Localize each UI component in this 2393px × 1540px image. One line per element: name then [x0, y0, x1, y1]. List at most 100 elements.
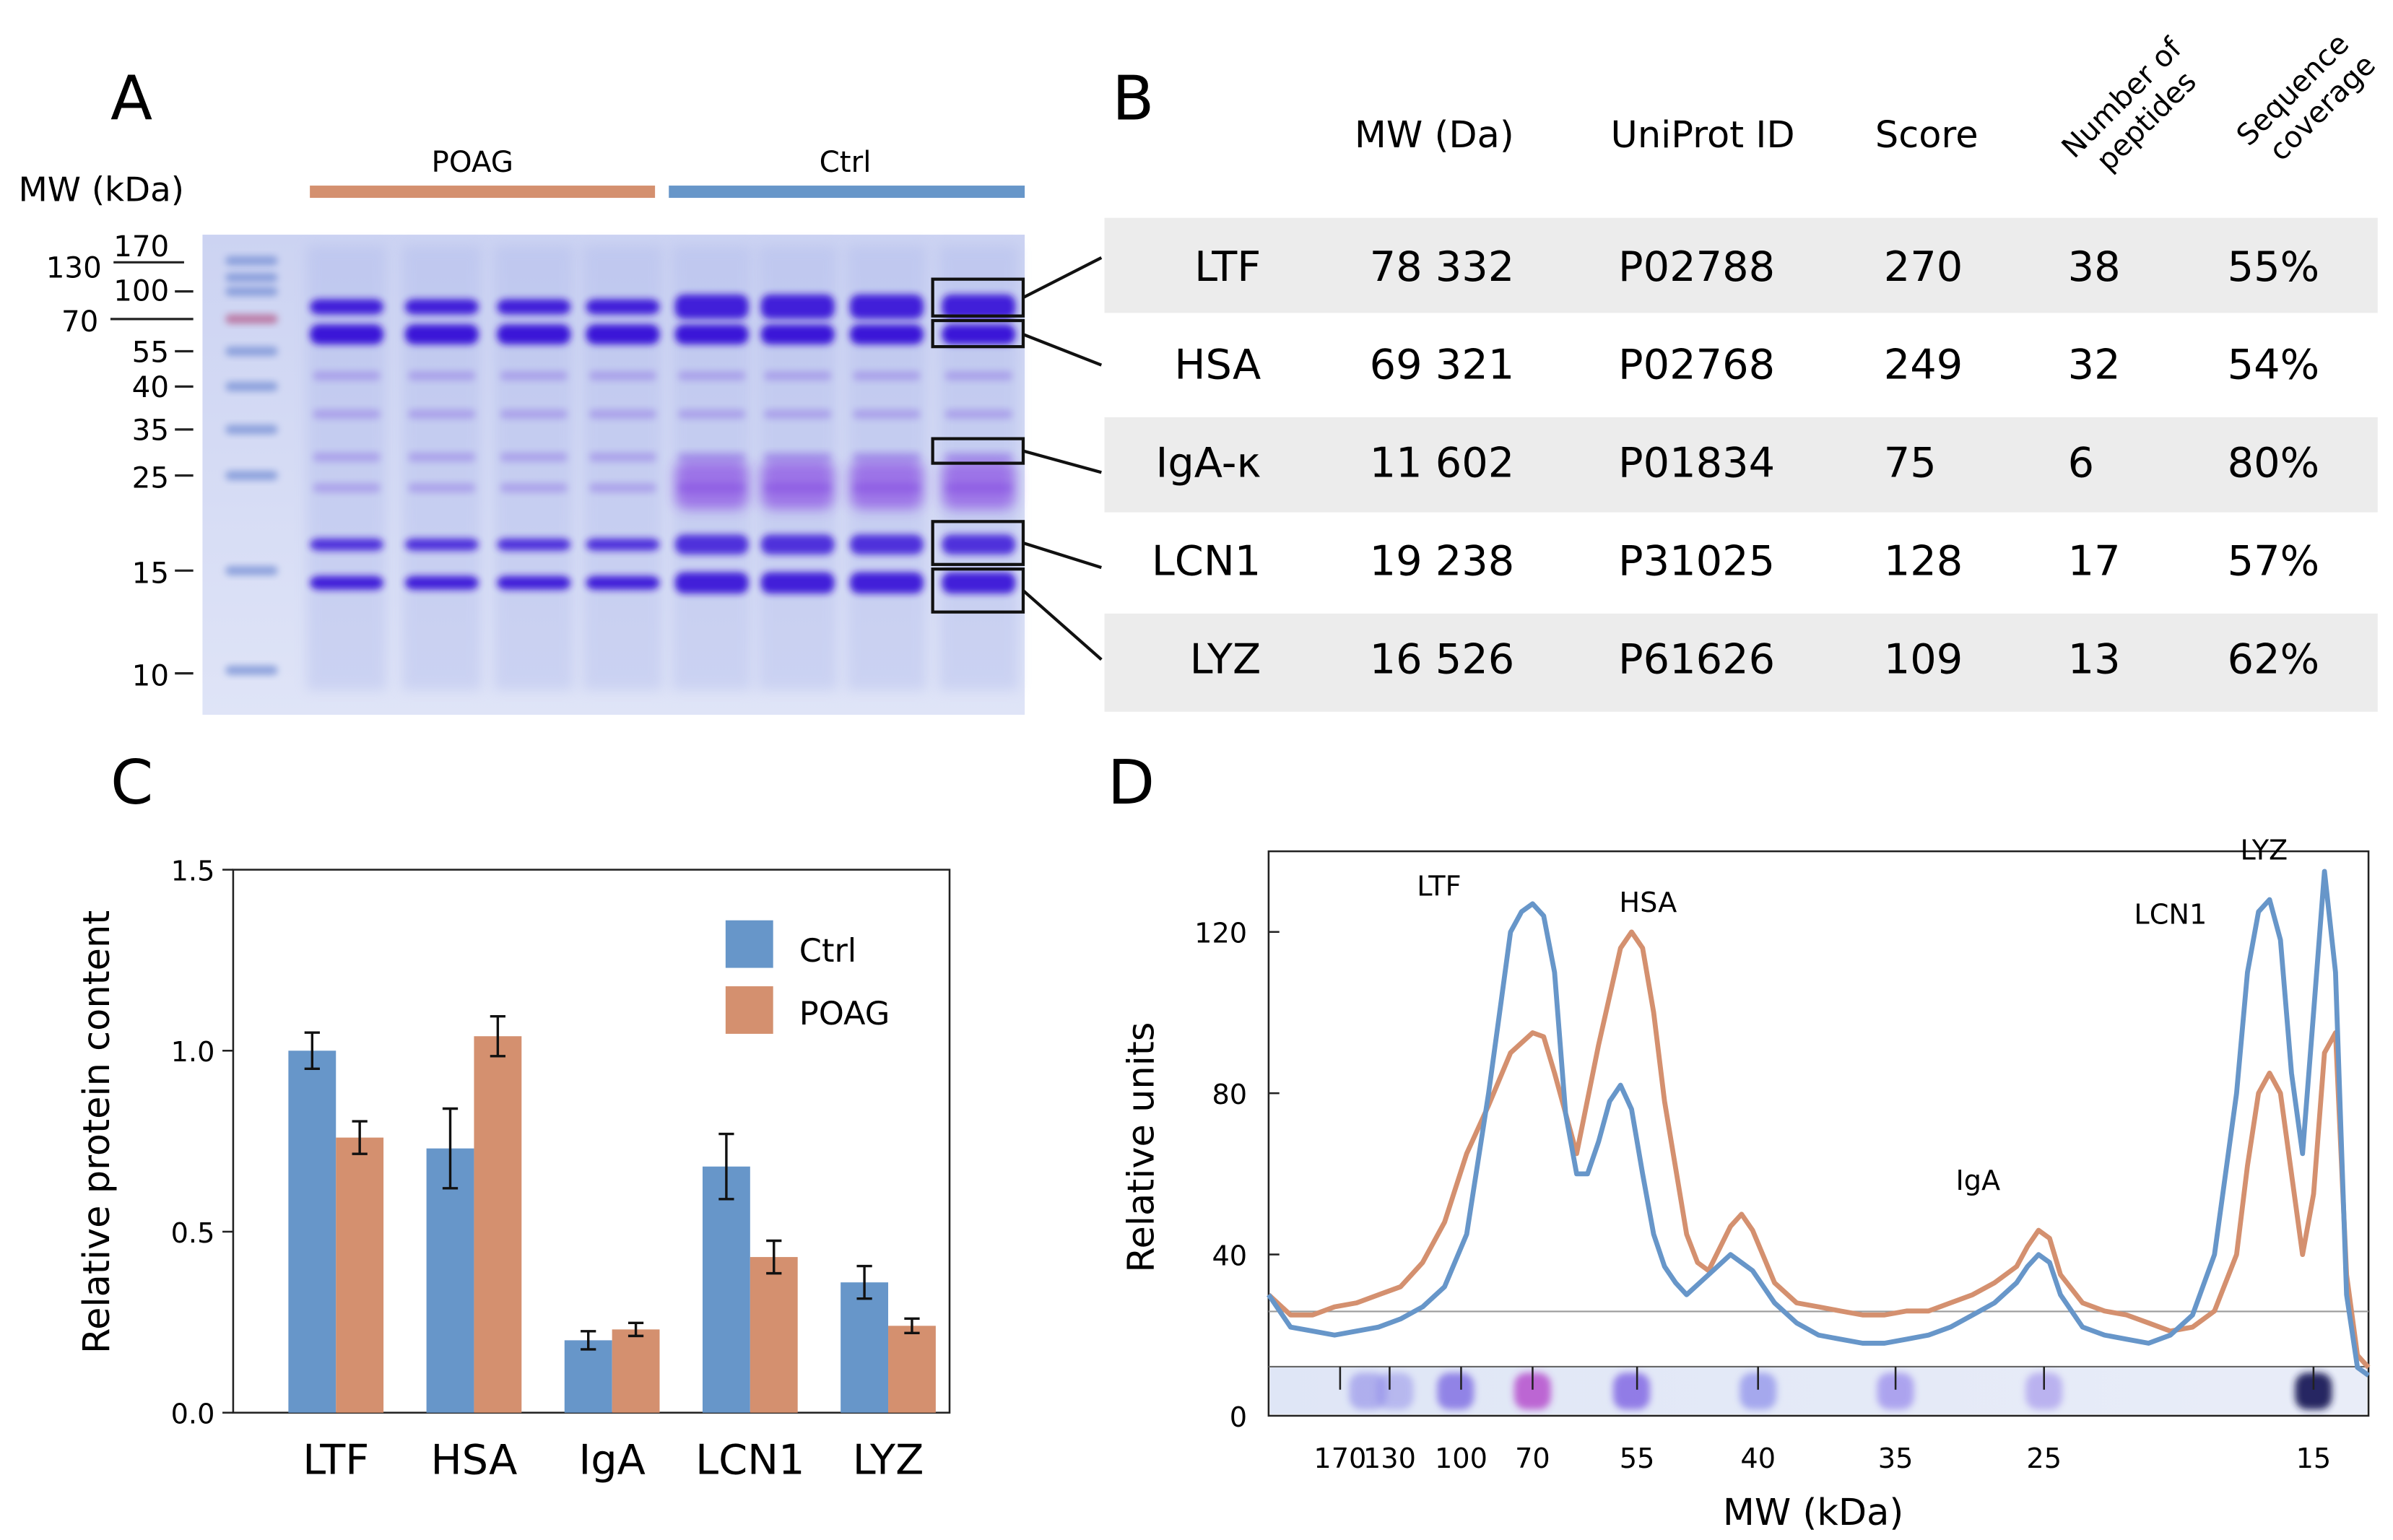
bar-chart-panel: Relative protein content 0.0 0.5 1.0 1.5 LT…	[76, 856, 951, 1484]
gel-band-faint	[589, 483, 657, 492]
bar-chart-bars	[288, 1014, 936, 1413]
line-chart-ytick-label: 80	[1212, 1079, 1247, 1111]
gel-band-smear	[760, 460, 835, 510]
gel-band	[404, 538, 479, 551]
gel-band-faint	[313, 483, 381, 492]
gel-band-faint	[763, 409, 832, 419]
peak-label-iga: IgA	[1955, 1165, 2000, 1197]
table-cell-uniprot: P02768	[1618, 341, 1775, 389]
line-chart-xtick-label: 100	[1435, 1443, 1488, 1475]
gel-band-faint	[589, 452, 657, 462]
gel-band-faint	[763, 452, 832, 462]
table-cell-score: 270	[1884, 243, 1963, 291]
line-chart-frame	[1267, 850, 2370, 1417]
line-series-poag	[1267, 929, 2371, 1370]
line-chart-xtick-label: 35	[1878, 1443, 1914, 1475]
table-band	[1104, 217, 2378, 313]
leader-line-ltf	[1022, 256, 1103, 300]
gel-band	[760, 572, 835, 594]
gel-band	[404, 324, 479, 344]
line-chart-xlabel: MW (kDa)	[1723, 1492, 1903, 1534]
gel-ladder-band	[225, 666, 278, 675]
bar-ctrl-iga	[564, 1340, 612, 1413]
table-cell-uniprot: P02788	[1618, 243, 1775, 291]
line-chart-xtick-label: 130	[1363, 1443, 1416, 1475]
gel-band-faint	[853, 452, 921, 462]
gel-band	[586, 538, 660, 551]
line-chart-ytick-label: 0	[1230, 1402, 1247, 1434]
bar-poag-iga	[612, 1329, 660, 1413]
panel-d-label: D	[1108, 747, 1155, 819]
legend-swatch-poag	[725, 986, 773, 1034]
gel-lane-smear	[583, 245, 663, 691]
table-cell-coverage: 62%	[2228, 635, 2319, 684]
gel-strip-band	[1376, 1372, 1414, 1410]
peak-label-lcn1: LCN1	[2134, 900, 2207, 931]
table-cell-peptides: 6	[2068, 439, 2094, 487]
bar-ctrl-lcn1	[702, 1166, 750, 1413]
gel-band-faint	[853, 371, 921, 380]
gel-marker-70: 70	[61, 305, 98, 339]
gel-band	[674, 294, 749, 319]
table-band	[1104, 613, 2378, 712]
leader-line-lcn1	[1022, 541, 1102, 570]
table-cell-name: LTF	[1194, 243, 1261, 291]
leader-line-iga	[1022, 449, 1102, 474]
panel-c-label: C	[110, 747, 153, 819]
peak-label-ltf: LTF	[1417, 871, 1461, 903]
table-cell-name: LCN1	[1152, 537, 1261, 586]
gel-strip-band	[1513, 1372, 1551, 1410]
gel-band-faint	[408, 452, 476, 462]
gel-ladder-band	[225, 565, 278, 575]
line-chart-xtick-label: 70	[1515, 1443, 1550, 1475]
peak-label-lyz: LYZ	[2240, 835, 2288, 866]
gel-marker-35: 35	[132, 414, 169, 448]
table-cell-mw: 11 602	[1370, 439, 1515, 487]
table-header-coverage: Sequence coverage	[2230, 27, 2382, 168]
gel-band-faint	[677, 371, 746, 380]
gel-strip-band	[2295, 1372, 2332, 1410]
gel-band-faint	[408, 483, 476, 492]
gel-band-faint	[677, 409, 746, 419]
gel-ladder-band	[225, 287, 278, 297]
gel-band	[674, 572, 749, 594]
gel-band	[849, 294, 924, 319]
line-chart-xtick-label: 40	[1740, 1443, 1776, 1475]
table-cell-uniprot: P01834	[1618, 439, 1775, 487]
gel-band-faint	[313, 452, 381, 462]
bar-chart-ytick-label: 0.0	[171, 1399, 215, 1431]
gel-band	[404, 575, 479, 590]
legend-swatch-ctrl	[725, 920, 773, 968]
table-band	[1104, 417, 2378, 513]
gel-strip-band	[1349, 1372, 1386, 1410]
gel-strip-band	[1740, 1372, 1777, 1410]
gel-band-faint	[408, 371, 476, 380]
gel-group-poag-bar	[310, 186, 656, 199]
gel-band	[497, 575, 571, 590]
gel-marker-25: 25	[132, 461, 169, 495]
gel-band	[310, 575, 384, 590]
gel-band	[674, 534, 749, 555]
panel-a-label: A	[110, 64, 152, 135]
bar-chart-ylabel: Relative protein content	[76, 910, 118, 1354]
gel-band-smear	[674, 460, 749, 510]
gel-band-faint	[589, 409, 657, 419]
bar-chart-category-label: LYZ	[853, 1436, 924, 1484]
gel-band	[310, 538, 384, 551]
table-cell-mw: 19 238	[1370, 537, 1515, 586]
bar-chart-ytick-label: 0.5	[171, 1218, 215, 1250]
legend-label-poag: POAG	[799, 995, 890, 1032]
gel-band-faint	[313, 371, 381, 380]
table-cell-uniprot: P61626	[1618, 635, 1775, 684]
gel-box-hsa	[931, 318, 1025, 349]
table-cell-name: LYZ	[1190, 635, 1261, 684]
gel-ladder-band	[225, 256, 278, 266]
gel-marker-40: 40	[132, 370, 169, 404]
bar-chart-ytick-label: 1.0	[171, 1037, 215, 1069]
gel-band-faint	[589, 371, 657, 380]
gel-bands	[225, 245, 1019, 691]
bar-ctrl-ltf	[288, 1050, 336, 1413]
